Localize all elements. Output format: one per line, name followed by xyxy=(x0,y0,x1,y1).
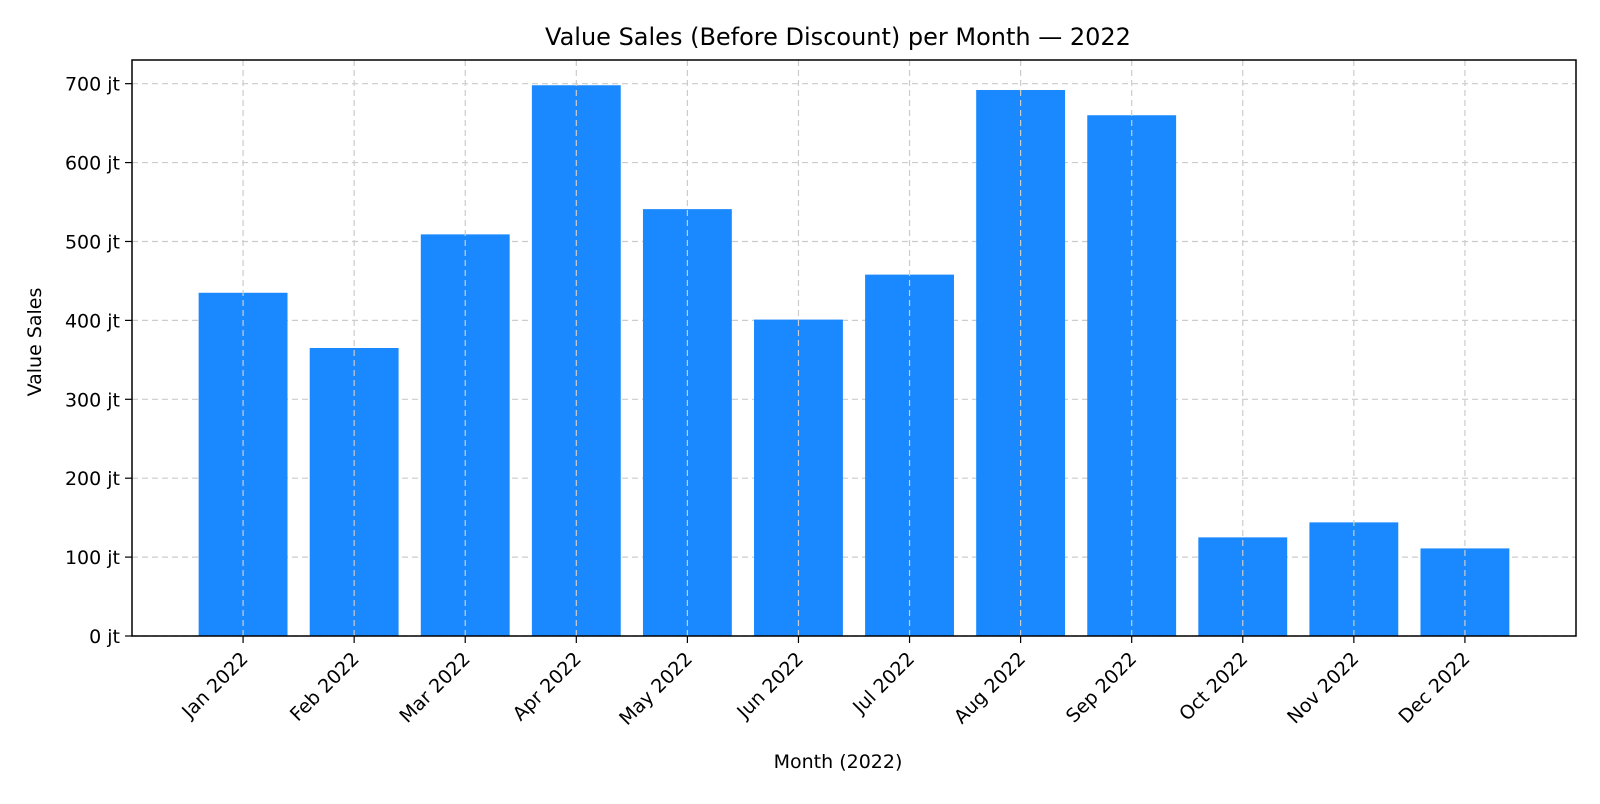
y-tick-label: 100 jt xyxy=(65,547,120,569)
y-axis-ticks: 0 jt 100 jt 200 jt 300 jt 400 jt 500 jt 600 jt… xyxy=(65,74,132,648)
y-tick-label: 0 jt xyxy=(89,626,120,648)
chart-title: Value Sales (Before Discount) per Month … xyxy=(545,23,1131,51)
bar xyxy=(754,319,843,636)
y-tick-label: 500 jt xyxy=(65,231,120,253)
y-tick-label: 700 jt xyxy=(65,74,120,96)
y-axis-label: Value Sales xyxy=(24,288,46,397)
y-tick-label: 600 jt xyxy=(65,153,120,175)
y-tick-label: 200 jt xyxy=(65,468,120,490)
x-axis-label: Month (2022) xyxy=(774,751,903,773)
x-grid-lines xyxy=(242,60,1466,636)
plot-frame xyxy=(131,59,1577,637)
y-tick-label: 300 jt xyxy=(65,389,120,411)
bar xyxy=(1309,522,1399,636)
y-tick-label: 400 jt xyxy=(65,310,120,332)
